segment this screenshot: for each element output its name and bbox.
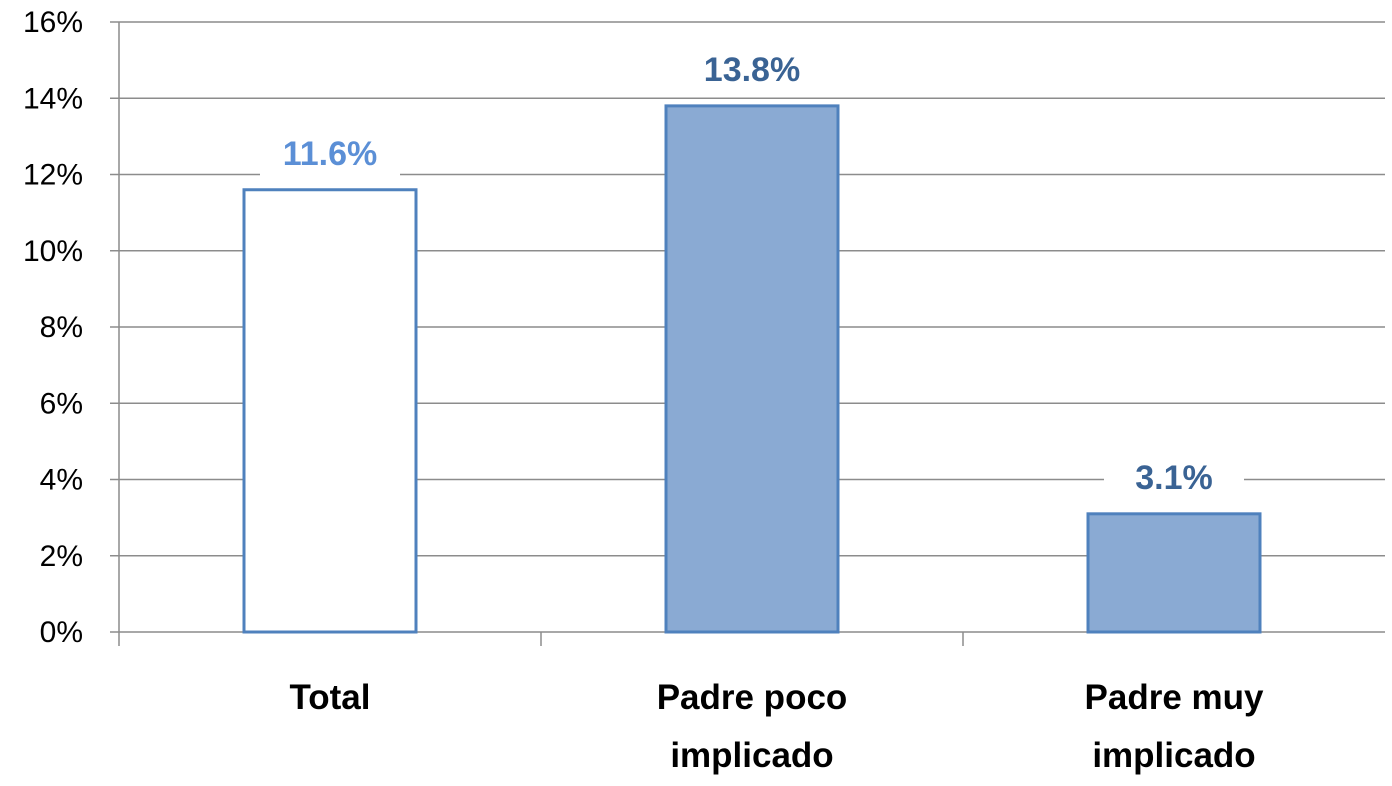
y-tick-label: 14%	[23, 82, 83, 115]
y-tick-label: 2%	[40, 540, 83, 573]
y-tick-label: 6%	[40, 387, 83, 420]
data-label: 13.8%	[704, 51, 800, 89]
bar-padre-muy-implicado	[1086, 512, 1262, 634]
y-tick-label: 4%	[40, 464, 83, 497]
y-tick-label: 16%	[23, 6, 83, 39]
y-tick-label: 10%	[23, 235, 83, 268]
data-labels: 11.6% 13.8% 3.1%	[260, 45, 1244, 500]
x-axis-category-labels: Total Padre poco implicado Padre muy implica…	[289, 678, 1264, 775]
bar-padre-poco-implicado	[664, 104, 840, 634]
x-category-label: Total	[289, 678, 370, 717]
y-tick-label: 12%	[23, 159, 83, 192]
bars	[242, 104, 1262, 634]
x-category-label: implicado	[670, 736, 833, 775]
data-label-background	[260, 129, 400, 176]
y-tick-label: 0%	[40, 616, 83, 649]
bar-total	[242, 188, 418, 634]
x-category-label: Padre muy	[1085, 678, 1264, 717]
data-label: 11.6%	[283, 135, 378, 173]
y-tick-label: 8%	[40, 311, 83, 344]
x-category-label: implicado	[1092, 736, 1255, 775]
y-axis-tick-labels: 0% 2% 4% 6% 8% 10% 12% 14% 16%	[23, 6, 83, 649]
data-label-background	[682, 45, 822, 92]
x-category-label: Padre poco	[657, 678, 848, 717]
data-label-background	[1104, 453, 1244, 500]
data-label: 3.1%	[1135, 459, 1213, 497]
